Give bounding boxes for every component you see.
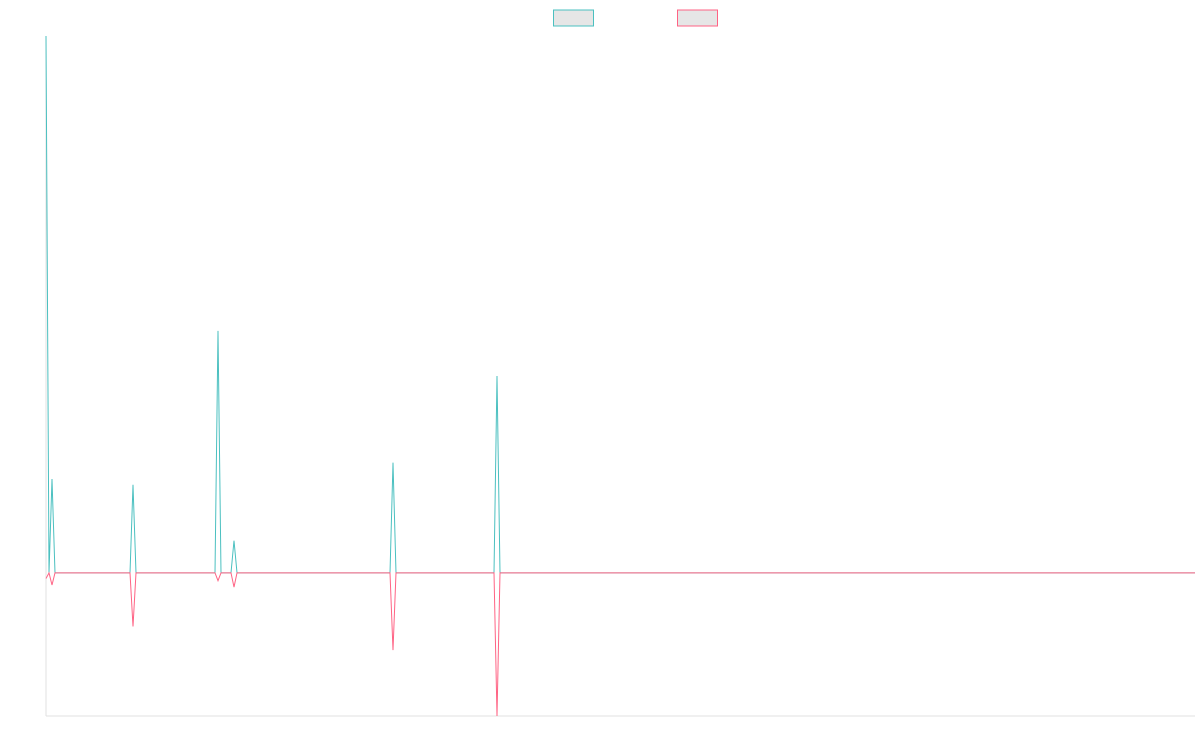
series-line (45, 35, 1195, 574)
series-line (45, 571, 1195, 717)
legend-swatch (553, 9, 594, 27)
legend-swatch (677, 9, 718, 27)
